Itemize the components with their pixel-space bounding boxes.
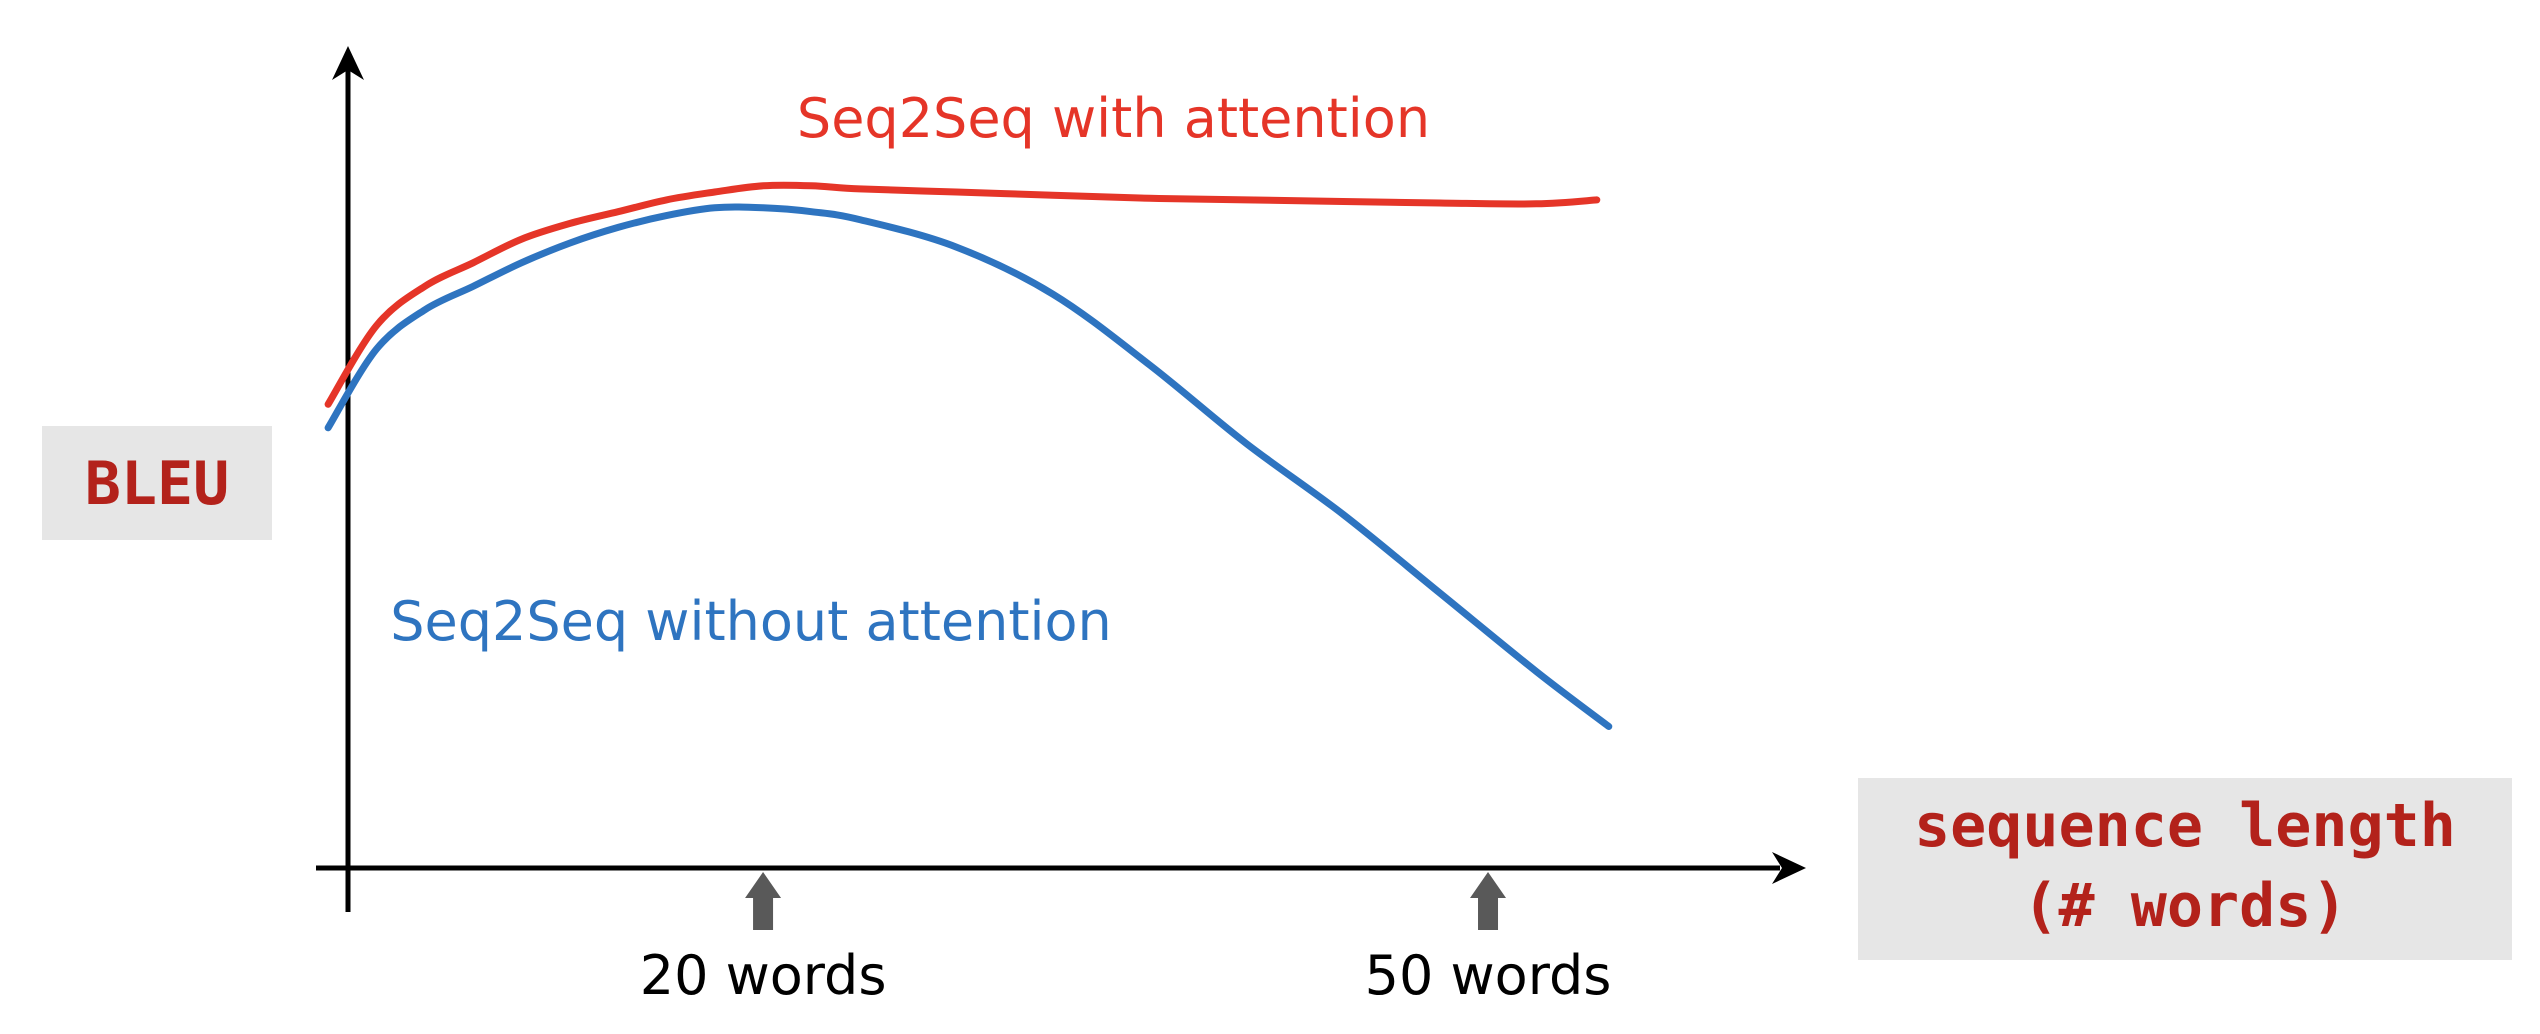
series-label-layer: Seq2Seq with attention Seq2Seq without at…	[390, 87, 1430, 653]
x-axis-title-line-2: (# words)	[2022, 871, 2347, 941]
series-line-with-attention	[324, 181, 1601, 408]
x-axis-title-box	[1858, 778, 2512, 960]
x-tick-label-2: 50 words	[1365, 944, 1612, 1007]
series-line-without-attention	[324, 203, 1613, 730]
x-axis-arrowhead	[1772, 852, 1806, 884]
y-axis-arrowhead	[332, 46, 364, 80]
x-axis-title-line-1: sequence length	[1914, 791, 2456, 861]
y-axis-title-box	[42, 426, 272, 540]
x-tick-layer: 20 words 50 words	[640, 872, 1612, 1007]
series-layer	[324, 181, 1613, 730]
x-tick-label-1: 20 words	[640, 944, 887, 1007]
x-tick-arrow-icon-1	[745, 872, 782, 930]
series-label-with-attention: Seq2Seq with attention	[797, 87, 1430, 150]
x-tick-arrow-icon-2	[1470, 872, 1507, 930]
series-label-without-attention: Seq2Seq without attention	[390, 590, 1112, 653]
y-axis-title: BLEU	[85, 449, 230, 519]
